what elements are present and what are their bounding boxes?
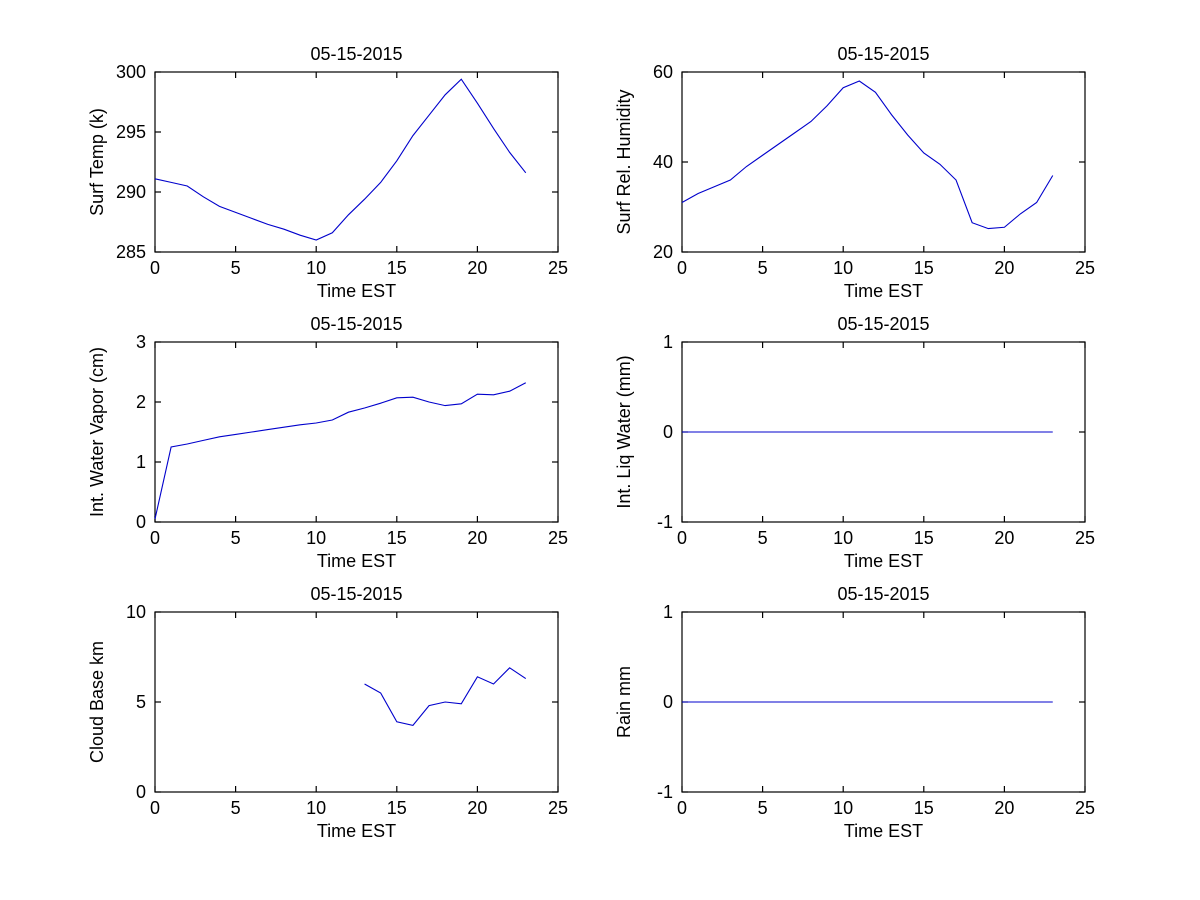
- x-tick-label: 25: [548, 258, 568, 278]
- x-tick-label: 15: [914, 258, 934, 278]
- x-tick-label: 15: [914, 528, 934, 548]
- x-tick-label: 25: [548, 528, 568, 548]
- y-tick-label: 0: [663, 692, 673, 712]
- y-tick-label: 2: [136, 392, 146, 412]
- cloud-base-plot: 05-15-2015 0 5 10 15 20 25 0 5 10 Time EST Cloud Ba…: [55, 567, 593, 852]
- x-tick-label: 5: [758, 528, 768, 548]
- plot-title: 05-15-2015: [837, 44, 929, 64]
- y-tick-label: -1: [657, 512, 673, 532]
- y-tick-label: 1: [136, 452, 146, 472]
- x-tick-label: 0: [150, 798, 160, 818]
- y-axis-label: Int. Liq Water (mm): [614, 355, 634, 508]
- x-axis-label: Time EST: [844, 281, 923, 301]
- y-tick-label: 295: [116, 122, 146, 142]
- rain-plot: 05-15-2015 0 5 10 15 20 25 -1 0 1 Time EST Rain mm: [582, 567, 1120, 852]
- x-axis-label: Time EST: [317, 821, 396, 841]
- x-axis-label: Time EST: [844, 551, 923, 571]
- y-tick-label: 20: [653, 242, 673, 262]
- cloud-base-plot-svg: 05-15-2015 0 5 10 15 20 25 0 5 10 Time EST Cloud Ba…: [87, 584, 568, 841]
- y-tick-label: 60: [653, 62, 673, 82]
- x-tick-label: 10: [833, 528, 853, 548]
- x-tick-label: 10: [306, 528, 326, 548]
- surf-temp-plot: 05-15-2015 0 5 10 15 20 25 285 290 295 300 Time EST…: [55, 27, 593, 312]
- x-tick-label: 5: [758, 258, 768, 278]
- x-tick-label: 25: [1075, 528, 1095, 548]
- x-tick-label: 10: [833, 798, 853, 818]
- y-tick-label: 300: [116, 62, 146, 82]
- plot-title: 05-15-2015: [837, 314, 929, 334]
- y-tick-label: -1: [657, 782, 673, 802]
- data-line: [154, 382, 527, 520]
- x-tick-label: 20: [994, 258, 1014, 278]
- y-tick-label: 0: [136, 782, 146, 802]
- y-tick-label: 1: [663, 602, 673, 622]
- y-axis-label: Surf Rel. Humidity: [614, 89, 634, 234]
- plot-title: 05-15-2015: [310, 584, 402, 604]
- data-line: [364, 667, 527, 727]
- surf-rel-humidity-plot: 05-15-2015 0 5 10 15 20 25 20 40 60 Time EST Surf R…: [582, 27, 1120, 312]
- y-tick-label: 5: [136, 692, 146, 712]
- x-tick-label: 5: [231, 258, 241, 278]
- x-tick-label: 0: [677, 528, 687, 548]
- x-tick-label: 20: [467, 258, 487, 278]
- x-tick-label: 25: [1075, 798, 1095, 818]
- y-tick-label: 285: [116, 242, 146, 262]
- x-tick-label: 0: [150, 528, 160, 548]
- y-tick-label: 1: [663, 332, 673, 352]
- y-tick-label: 10: [126, 602, 146, 622]
- y-tick-label: 0: [663, 422, 673, 442]
- y-axis-label: Int. Water Vapor (cm): [87, 347, 107, 517]
- plot-title: 05-15-2015: [310, 314, 402, 334]
- int-water-vapor-plot-svg: 05-15-2015 0 5 10 15 20 25 0 1 2 3 Time EST Int. Wat…: [87, 314, 568, 571]
- x-tick-label: 5: [231, 528, 241, 548]
- x-axis-label: Time EST: [317, 551, 396, 571]
- y-tick-label: 3: [136, 332, 146, 352]
- x-tick-label: 25: [548, 798, 568, 818]
- x-tick-label: 15: [387, 798, 407, 818]
- data-line: [681, 80, 1054, 230]
- y-axis-label: Cloud Base km: [87, 641, 107, 763]
- x-tick-label: 20: [994, 528, 1014, 548]
- y-axis-label: Surf Temp (k): [87, 108, 107, 216]
- x-tick-label: 10: [306, 798, 326, 818]
- x-tick-label: 20: [467, 798, 487, 818]
- x-tick-label: 20: [994, 798, 1014, 818]
- x-tick-label: 0: [677, 798, 687, 818]
- x-tick-label: 20: [467, 528, 487, 548]
- surf-rel-humidity-plot-svg: 05-15-2015 0 5 10 15 20 25 20 40 60 Time EST Surf R…: [614, 44, 1095, 301]
- y-tick-label: 0: [136, 512, 146, 532]
- int-liq-water-plot: 05-15-2015 0 5 10 15 20 25 -1 0 1 Time EST Int. Liq…: [582, 297, 1120, 582]
- x-tick-label: 5: [758, 798, 768, 818]
- x-tick-label: 25: [1075, 258, 1095, 278]
- x-tick-label: 15: [387, 258, 407, 278]
- y-tick-label: 290: [116, 182, 146, 202]
- surf-temp-plot-svg: 05-15-2015 0 5 10 15 20 25 285 290 295 300 Time EST…: [87, 44, 568, 301]
- x-tick-label: 15: [387, 528, 407, 548]
- x-axis-label: Time EST: [844, 821, 923, 841]
- x-tick-label: 10: [306, 258, 326, 278]
- x-tick-label: 5: [231, 798, 241, 818]
- y-axis-label: Rain mm: [614, 666, 634, 738]
- x-tick-label: 15: [914, 798, 934, 818]
- y-tick-label: 40: [653, 152, 673, 172]
- x-tick-label: 10: [833, 258, 853, 278]
- x-tick-label: 0: [677, 258, 687, 278]
- plot-title: 05-15-2015: [310, 44, 402, 64]
- x-axis-label: Time EST: [317, 281, 396, 301]
- int-water-vapor-plot: 05-15-2015 0 5 10 15 20 25 0 1 2 3 Time EST Int. Wat…: [55, 297, 593, 582]
- plot-title: 05-15-2015: [837, 584, 929, 604]
- data-line: [154, 78, 527, 241]
- x-tick-label: 0: [150, 258, 160, 278]
